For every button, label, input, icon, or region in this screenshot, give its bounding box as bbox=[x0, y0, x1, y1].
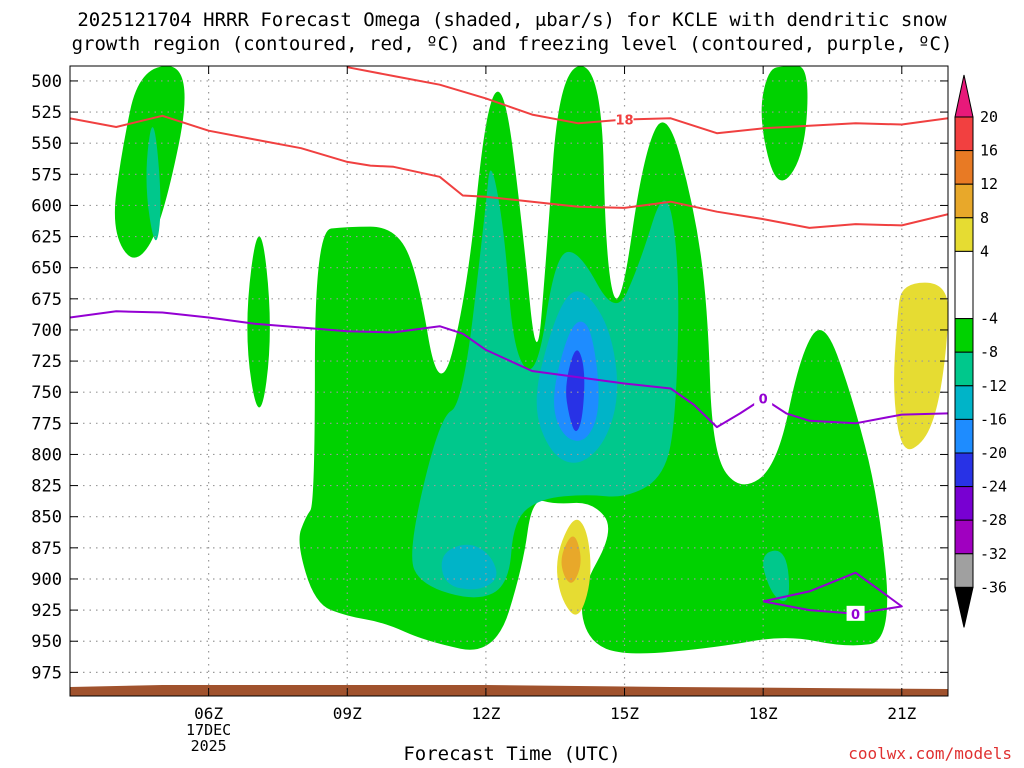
x-date-label: 17DEC bbox=[186, 721, 231, 739]
y-tick-label: 775 bbox=[31, 414, 62, 434]
colorbar-label: -8 bbox=[980, 343, 998, 361]
colorbar-label: -28 bbox=[980, 511, 1007, 529]
y-tick-label: 725 bbox=[31, 352, 62, 372]
omega-region-13 bbox=[894, 282, 948, 450]
colorbar-label: -20 bbox=[980, 444, 1007, 462]
y-tick-label: 700 bbox=[31, 321, 62, 341]
y-tick-label: 675 bbox=[31, 290, 62, 310]
omega-region-6 bbox=[763, 550, 790, 602]
colorbar-label: 4 bbox=[980, 242, 989, 260]
y-tick-label: 525 bbox=[31, 103, 62, 123]
omega-region-4 bbox=[761, 66, 808, 181]
colorbar-bin bbox=[954, 250, 974, 320]
y-tick-label: 500 bbox=[31, 72, 62, 92]
colorbar-label: 20 bbox=[980, 108, 998, 126]
colorbar-bin bbox=[954, 351, 974, 387]
y-tick-label: 800 bbox=[31, 445, 62, 465]
colorbar-bin bbox=[954, 318, 974, 353]
freezing-contour-label-2-bg bbox=[846, 605, 865, 621]
colorbar-bin bbox=[954, 150, 974, 185]
colorbar-bin bbox=[954, 519, 974, 555]
freezing-contour-label-2: 0 bbox=[851, 608, 860, 623]
colorbar-bin bbox=[954, 183, 974, 219]
colorbar-bin bbox=[954, 418, 974, 454]
colorbar-bin bbox=[954, 116, 974, 152]
y-tick-label: 875 bbox=[31, 539, 62, 559]
y-tick-label: 550 bbox=[31, 134, 62, 154]
colorbar-bin bbox=[954, 486, 974, 521]
y-tick-label: 825 bbox=[31, 477, 62, 497]
y-tick-label: 575 bbox=[31, 165, 62, 185]
colorbar-label: -12 bbox=[980, 377, 1007, 395]
y-tick-label: 975 bbox=[31, 663, 62, 683]
x-axis-label: Forecast Time (UTC) bbox=[403, 743, 621, 765]
x-tick-label: 09Z bbox=[333, 704, 362, 723]
grid-lines bbox=[70, 66, 948, 696]
dgz-contour-label: 18 bbox=[615, 114, 633, 129]
omega-shading bbox=[114, 66, 948, 654]
dgz-contour-1 bbox=[347, 66, 948, 135]
y-tick-label: 625 bbox=[31, 228, 62, 248]
chart-title: 2025121704 HRRR Forecast Omega (shaded, … bbox=[77, 9, 947, 31]
x-tick-label: 21Z bbox=[887, 704, 916, 723]
colorbar-bin bbox=[954, 452, 974, 488]
colorbar-label: -24 bbox=[980, 478, 1007, 496]
x-date-label: 2025 bbox=[191, 737, 227, 755]
x-tick-label: 12Z bbox=[471, 704, 500, 723]
omega-region-1 bbox=[146, 127, 161, 241]
freezing-contour-1 bbox=[762, 571, 903, 615]
y-tick-label: 750 bbox=[31, 383, 62, 403]
x-tick-label: 15Z bbox=[610, 704, 639, 723]
contour-lines bbox=[70, 66, 948, 615]
freezing-contour-label: 0 bbox=[759, 392, 768, 407]
y-tick-label: 600 bbox=[31, 196, 62, 216]
colorbar-max-triangle bbox=[954, 74, 974, 118]
colorbar-label: -16 bbox=[980, 410, 1007, 428]
chart-subtitle: growth region (contoured, red, ºC) and f… bbox=[71, 33, 953, 55]
omega-region-12 bbox=[561, 536, 581, 583]
x-tick-label: 06Z bbox=[194, 704, 223, 723]
colorbar-label: -4 bbox=[980, 310, 998, 328]
plot-border bbox=[69, 65, 949, 697]
omega-region-7 bbox=[441, 544, 497, 590]
colorbar-label: 8 bbox=[980, 209, 989, 227]
y-tick-label: 850 bbox=[31, 508, 62, 528]
colorbar-bin bbox=[954, 553, 974, 588]
dgz-contour-label-bg bbox=[615, 111, 634, 127]
freezing-contour-label-bg bbox=[754, 390, 773, 406]
freezing-contour-0 bbox=[70, 310, 948, 429]
colorbar: 20 16 12 8 4 -4 -8 -12 -16 -20 -24 -28 -32 -36 bbox=[954, 74, 1007, 628]
terrain-ground bbox=[70, 685, 948, 696]
colorbar-label: -36 bbox=[980, 578, 1007, 596]
x-tick-label: 18Z bbox=[749, 704, 778, 723]
omega-region-10 bbox=[566, 350, 585, 432]
colorbar-bin bbox=[954, 385, 974, 420]
source-credit-link[interactable]: coolwx.com/models bbox=[848, 744, 1012, 763]
y-tick-label: 650 bbox=[31, 259, 62, 279]
y-tick-label: 950 bbox=[31, 632, 62, 652]
colorbar-label: -32 bbox=[980, 545, 1007, 563]
colorbar-min-triangle bbox=[954, 586, 974, 628]
omega-region-2 bbox=[247, 236, 270, 408]
y-tick-label: 925 bbox=[31, 601, 62, 621]
colorbar-bin bbox=[954, 217, 974, 252]
y-tick-label: 900 bbox=[31, 570, 62, 590]
colorbar-label: 16 bbox=[980, 142, 998, 160]
colorbar-label: 12 bbox=[980, 175, 998, 193]
y-axis: 500 525 550 575 600 625 650 675 700 725 750 775 800 8… bbox=[31, 72, 948, 683]
dgz-contour-0 bbox=[70, 114, 948, 229]
